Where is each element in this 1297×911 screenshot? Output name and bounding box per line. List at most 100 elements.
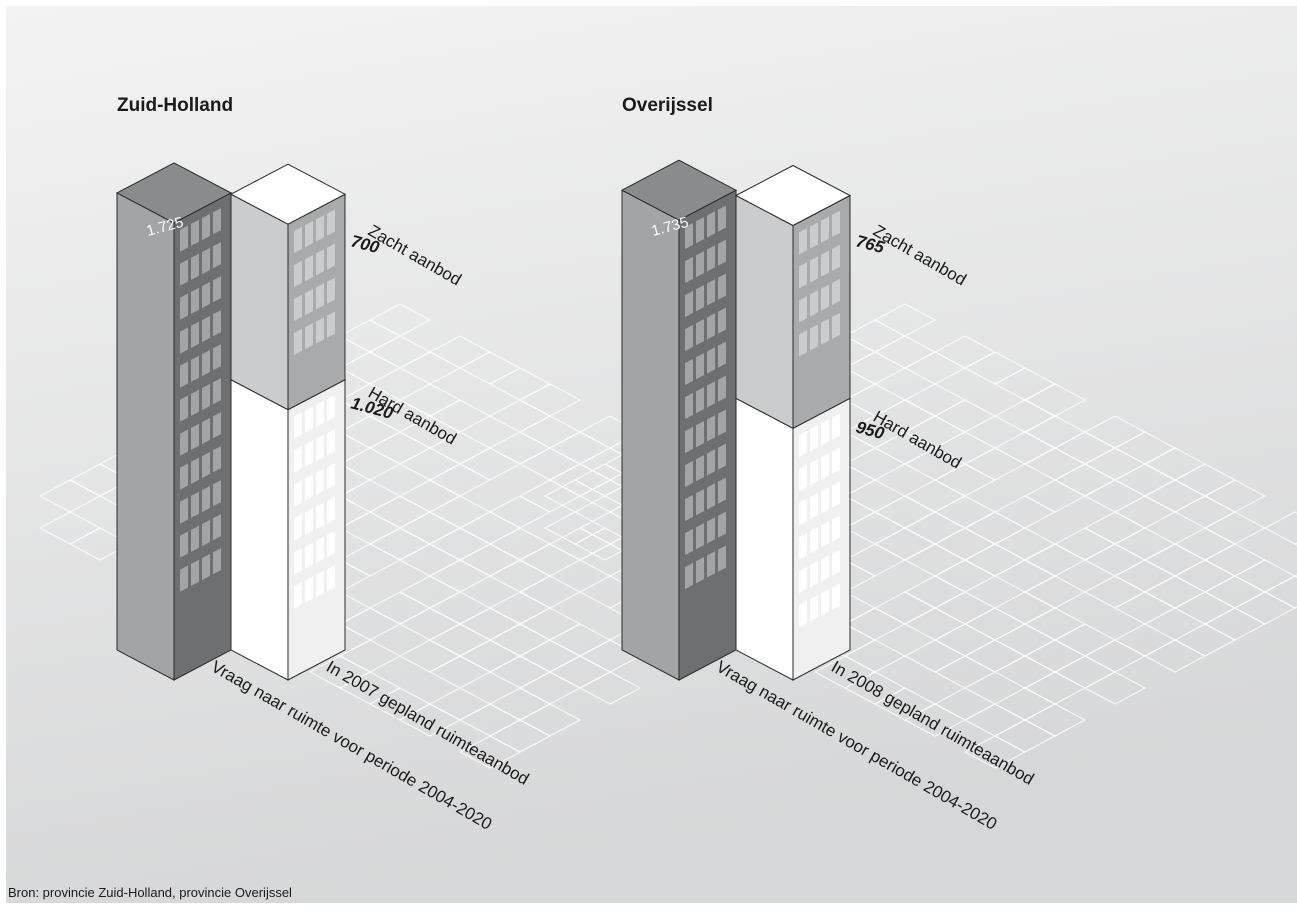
soft-supply-segment-front: [736, 196, 793, 429]
window: [832, 550, 840, 576]
window: [213, 242, 221, 268]
window: [707, 279, 715, 305]
source-note: Bron: provincie Zuid-Holland, provincie …: [8, 885, 292, 900]
window: [191, 526, 199, 552]
window: [696, 557, 704, 583]
window: [821, 285, 829, 311]
window: [707, 483, 715, 509]
window: [718, 478, 726, 504]
window: [305, 543, 313, 569]
window: [191, 390, 199, 416]
window: [180, 294, 188, 320]
window: [685, 427, 693, 453]
window: [191, 560, 199, 586]
window: [202, 316, 210, 342]
hard-supply-segment-front: [736, 398, 793, 680]
window: [718, 342, 726, 368]
window: [832, 279, 840, 305]
window: [832, 584, 840, 610]
window: [810, 561, 818, 587]
window: [213, 514, 221, 540]
window: [799, 228, 807, 254]
window: [685, 393, 693, 419]
window: [305, 255, 313, 281]
window: [832, 448, 840, 474]
window: [316, 401, 324, 427]
window: [696, 217, 704, 243]
window: [213, 344, 221, 370]
window: [327, 210, 335, 236]
window: [316, 283, 324, 309]
window: [707, 245, 715, 271]
window: [821, 555, 829, 581]
window: [696, 251, 704, 277]
window: [707, 517, 715, 543]
window: [180, 464, 188, 490]
window: [799, 465, 807, 491]
window: [707, 347, 715, 373]
window: [180, 260, 188, 286]
window: [180, 566, 188, 592]
window: [696, 319, 704, 345]
window: [810, 290, 818, 316]
window: [799, 567, 807, 593]
window: [191, 458, 199, 484]
window: [316, 503, 324, 529]
window: [294, 295, 302, 321]
window: [327, 312, 335, 338]
window: [180, 362, 188, 388]
window: [810, 222, 818, 248]
window: [832, 245, 840, 271]
window: [718, 206, 726, 232]
window: [305, 407, 313, 433]
window: [213, 208, 221, 234]
window: [718, 274, 726, 300]
window: [685, 563, 693, 589]
demand-tower: [117, 163, 231, 680]
window: [707, 313, 715, 339]
demand-tower-front: [117, 193, 174, 680]
window: [305, 577, 313, 603]
window: [327, 463, 335, 489]
window: [707, 381, 715, 407]
window: [707, 415, 715, 441]
window: [180, 430, 188, 456]
window: [180, 396, 188, 422]
window: [810, 425, 818, 451]
window: [294, 582, 302, 608]
window: [202, 486, 210, 512]
window: [305, 323, 313, 349]
window: [305, 441, 313, 467]
window: [191, 254, 199, 280]
window: [718, 410, 726, 436]
window: [305, 475, 313, 501]
window: [685, 495, 693, 521]
window: [327, 531, 335, 557]
window: [696, 387, 704, 413]
window: [327, 565, 335, 591]
window: [696, 285, 704, 311]
window: [685, 257, 693, 283]
window: [213, 310, 221, 336]
window: [810, 256, 818, 282]
window: [294, 261, 302, 287]
window: [202, 282, 210, 308]
window: [821, 453, 829, 479]
window: [810, 324, 818, 350]
window: [718, 240, 726, 266]
window: [832, 516, 840, 542]
window: [316, 317, 324, 343]
window: [718, 546, 726, 572]
window: [316, 249, 324, 275]
window: [696, 489, 704, 515]
window: [202, 384, 210, 410]
window: [202, 418, 210, 444]
demand-tower-front: [622, 190, 679, 680]
window: [316, 571, 324, 597]
window: [832, 414, 840, 440]
window: [685, 325, 693, 351]
window: [180, 498, 188, 524]
window: [202, 350, 210, 376]
window: [810, 595, 818, 621]
window: [821, 251, 829, 277]
